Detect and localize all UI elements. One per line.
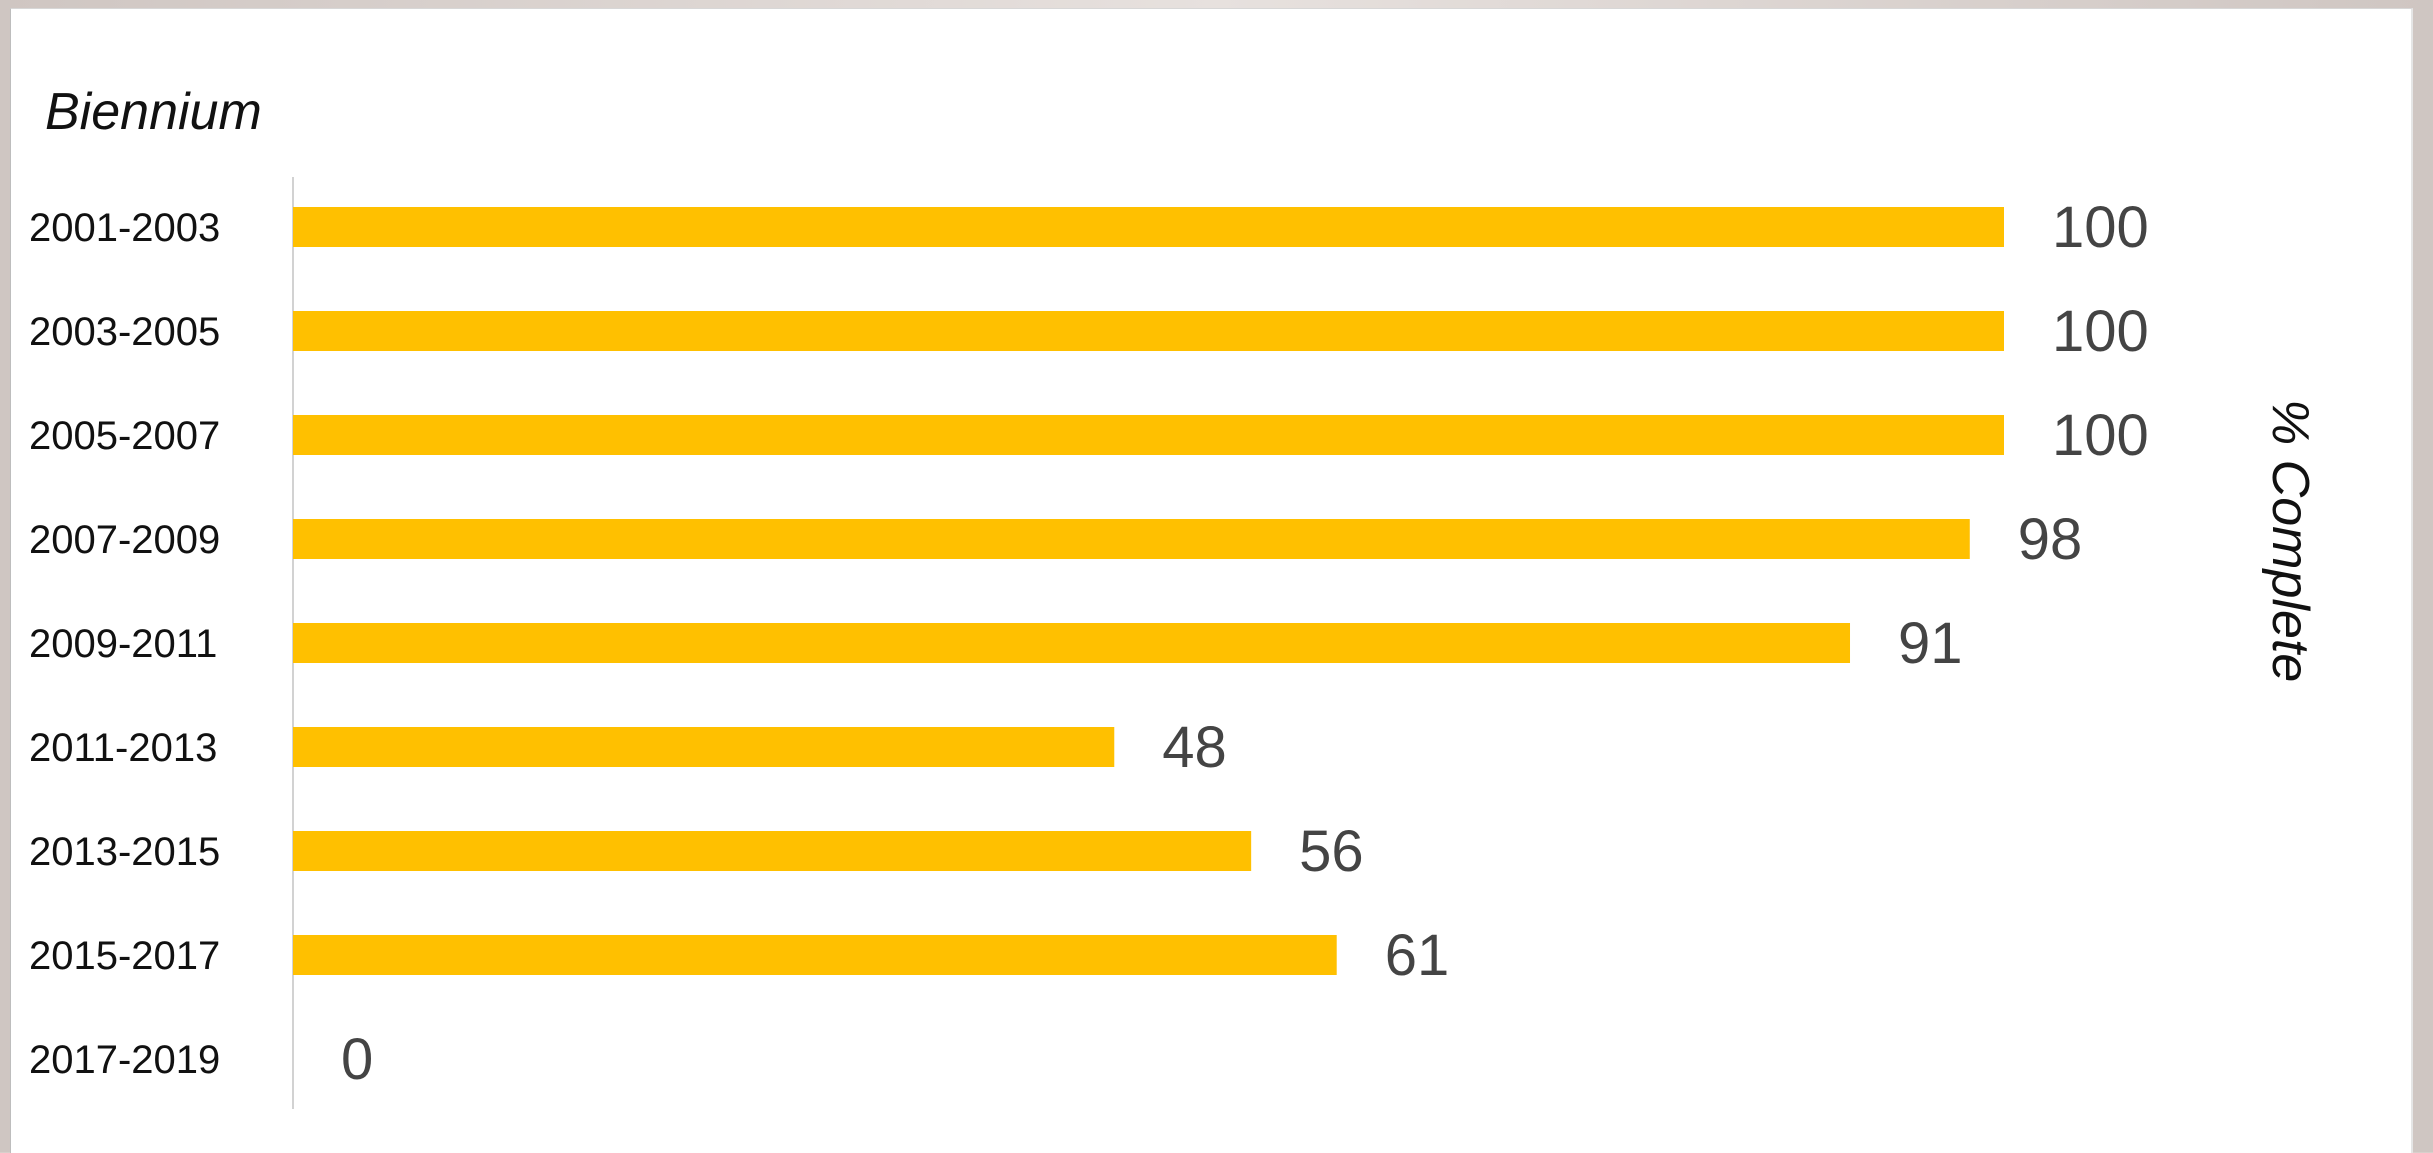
value-label: 100 <box>2052 403 2149 468</box>
bars-layer <box>293 207 2004 975</box>
bar-2015-2017 <box>293 935 1337 975</box>
value-label: 98 <box>2018 507 2083 572</box>
bar-2007-2009 <box>293 519 1970 559</box>
bar-2011-2013 <box>293 727 1115 767</box>
category-label: 2003-2005 <box>29 310 220 354</box>
bar-2009-2011 <box>293 623 1851 663</box>
biennium-completion-chart: Biennium 2001-2003 100 2003-2005 100 2005-20… <box>29 83 2319 1109</box>
chart-panel: Biennium 2001-2003 100 2003-2005 100 2005-20… <box>10 8 2413 1153</box>
value-label: 0 <box>341 1027 373 1092</box>
value-label: 61 <box>1385 923 1450 988</box>
bar-2001-2003 <box>293 207 2004 247</box>
bar-2005-2007 <box>293 415 2004 455</box>
bar-2013-2015 <box>293 831 1252 871</box>
category-label: 2011-2013 <box>29 726 217 770</box>
category-label: 2007-2009 <box>29 518 220 562</box>
category-label: 2009-2011 <box>29 622 217 666</box>
category-label: 2015-2017 <box>29 934 220 978</box>
value-label: 100 <box>2052 299 2149 364</box>
category-label: 2013-2015 <box>29 830 220 874</box>
labels-layer: 2001-2003 100 2003-2005 100 2005-2007 100 2007… <box>29 195 2149 1092</box>
category-label: 2001-2003 <box>29 206 220 250</box>
x-axis-title: % Complete <box>2261 399 2319 682</box>
bar-2003-2005 <box>293 311 2004 351</box>
value-label: 100 <box>2052 195 2149 260</box>
value-label: 56 <box>1299 819 1364 884</box>
value-label: 91 <box>1898 611 1963 676</box>
y-axis-title: Biennium <box>45 83 262 141</box>
category-label: 2005-2007 <box>29 414 220 458</box>
value-label: 48 <box>1162 715 1227 780</box>
category-label: 2017-2019 <box>29 1038 220 1082</box>
